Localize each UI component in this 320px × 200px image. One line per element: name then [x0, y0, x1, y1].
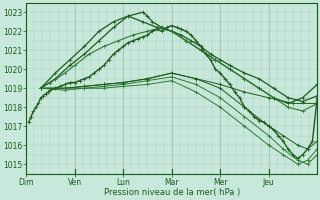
X-axis label: Pression niveau de la mer( hPa ): Pression niveau de la mer( hPa )	[104, 188, 240, 197]
